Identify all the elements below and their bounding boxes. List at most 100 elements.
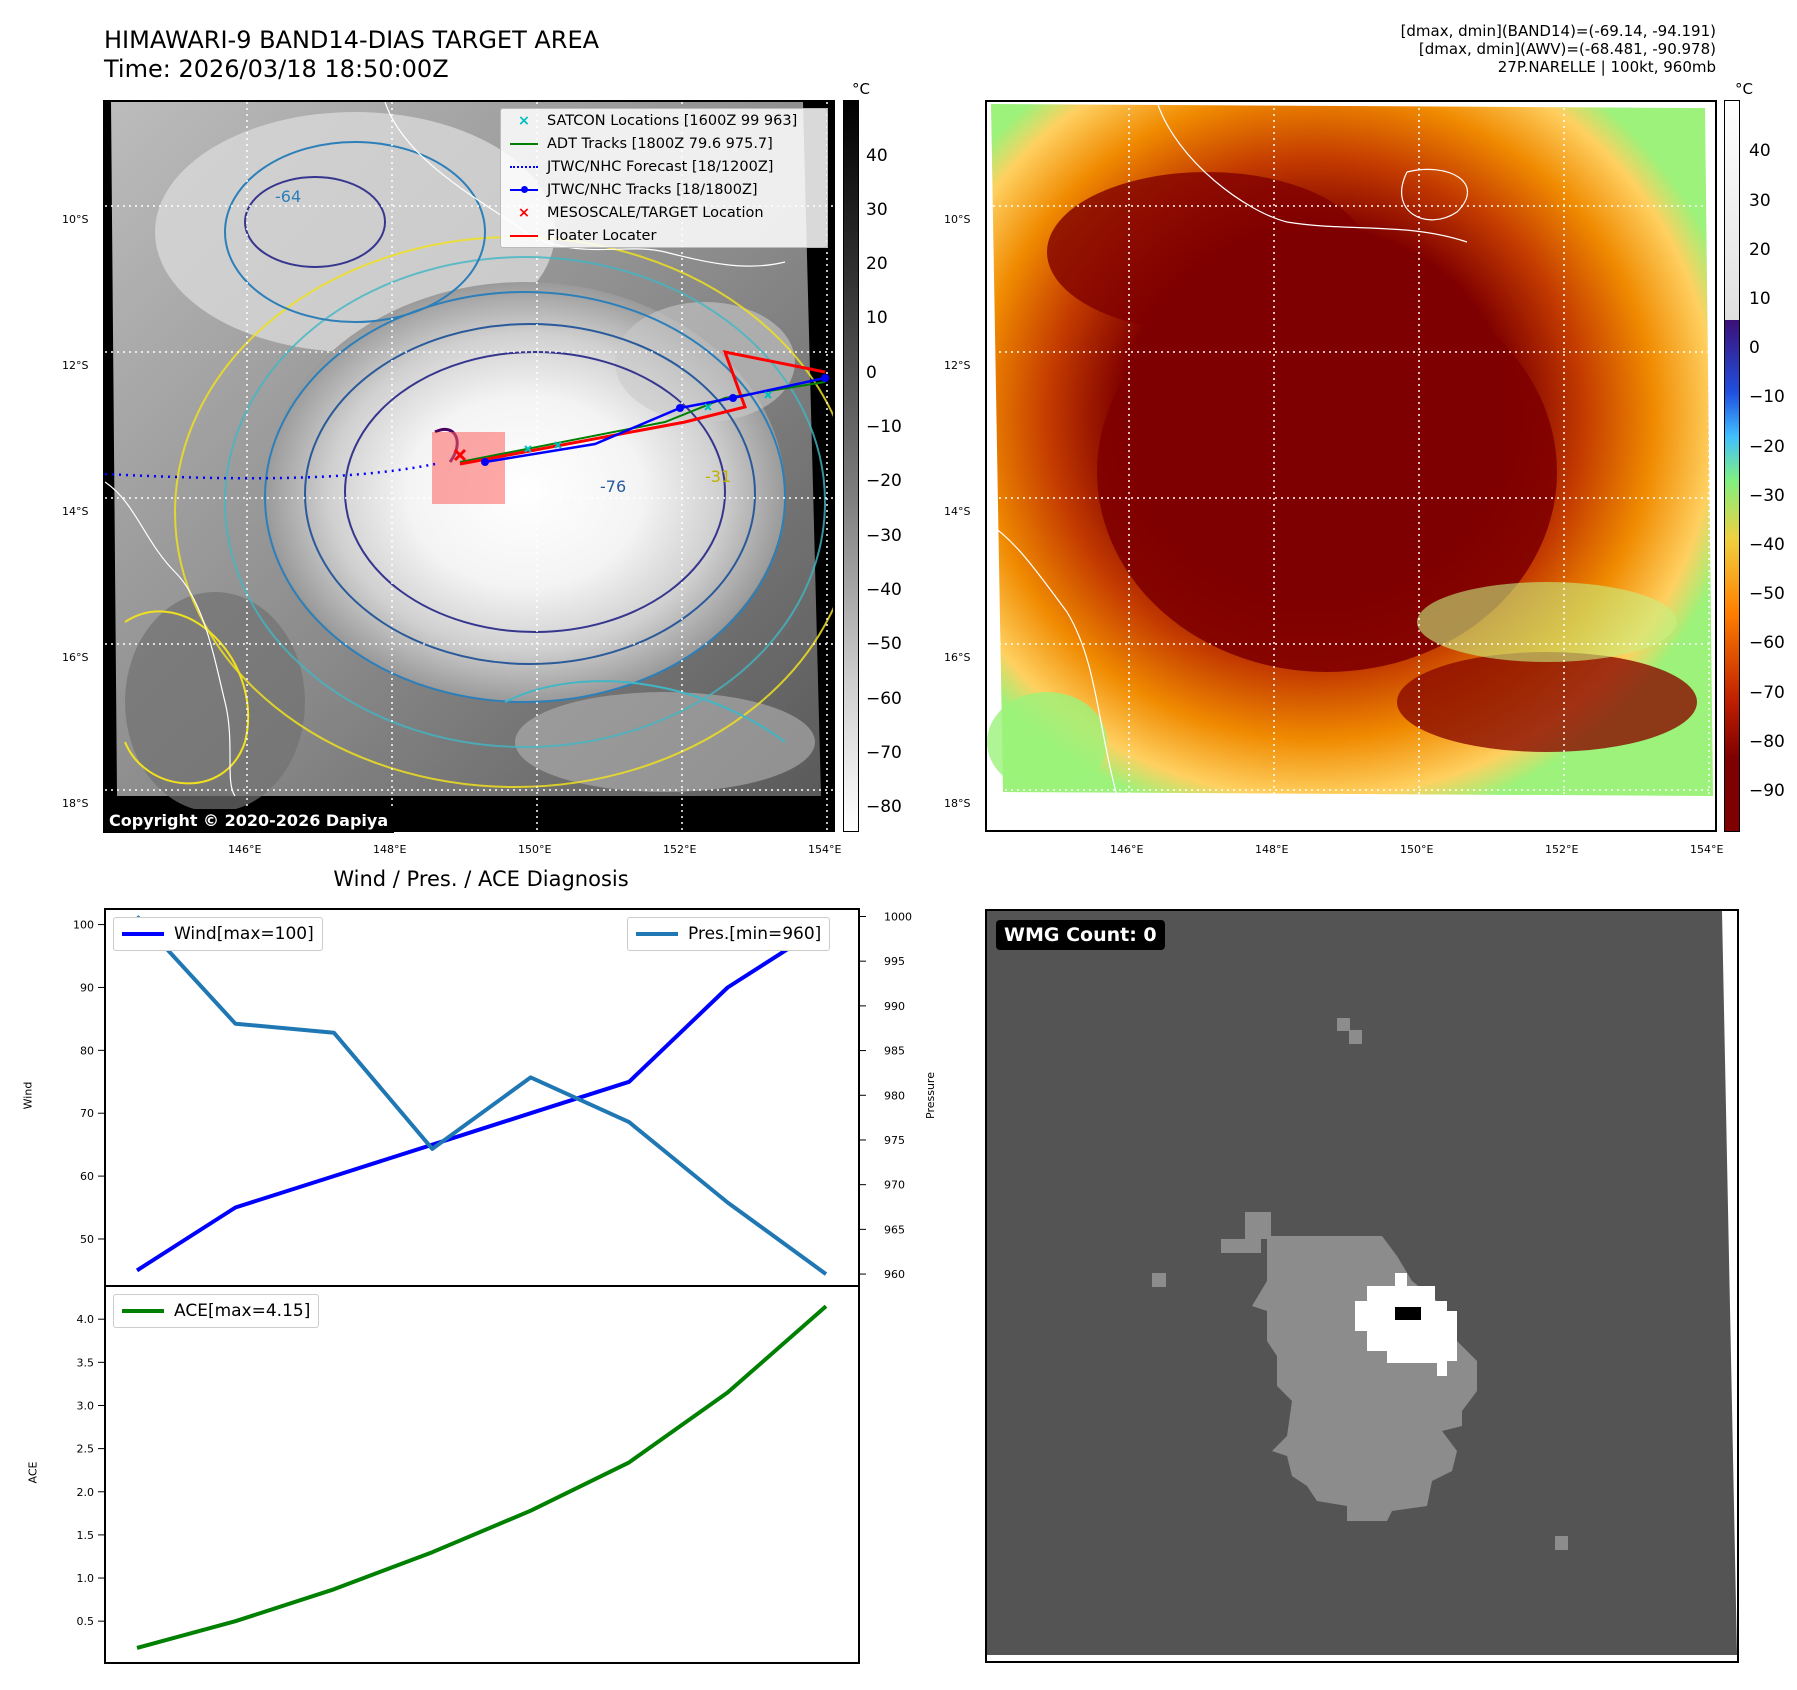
y2-tick-label: 970 <box>884 1179 905 1192</box>
jtwc-forecast-track <box>105 462 436 480</box>
lon-label: 154°E <box>808 843 842 856</box>
pressure-legend: Pres.[min=960] <box>627 917 831 951</box>
lon-label: 146°E <box>1110 843 1144 856</box>
ace-axes <box>104 1285 860 1664</box>
colorbar-tick: −30 <box>866 526 902 546</box>
y-tick-label: 3.0 <box>77 1399 95 1412</box>
wind-pressure-axes <box>104 908 860 1287</box>
y-tick-label: 50 <box>80 1233 94 1246</box>
y-tick-label: 2.5 <box>77 1443 95 1456</box>
legend-jtwc-tracks: JTWC/NHC Tracks [18/1800Z] <box>501 178 827 201</box>
diagnosis-charts: 50 60 70 80 90 100 960 965 970 975 980 985 990 995 100… <box>73 908 912 1664</box>
legend-floater: Floater Locater <box>501 224 827 247</box>
y-tick-label: 80 <box>80 1044 94 1057</box>
colorbar-tick: 10 <box>1749 289 1771 309</box>
colorbar-tick: −40 <box>866 580 902 600</box>
y-tick-label: 4.0 <box>77 1313 95 1326</box>
awv-gridlines <box>987 102 1715 830</box>
y-tick-label: 1.5 <box>77 1529 95 1542</box>
awv-colorbar <box>1724 100 1740 832</box>
wmg-imagery <box>987 911 1737 1661</box>
wind-pressure-plot: 50 60 70 80 90 100 960 965 970 975 980 985 990 995 100… <box>73 910 912 1281</box>
colorbar-tick: −70 <box>866 743 902 763</box>
y-tick-label: 100 <box>73 919 94 932</box>
line-icon <box>509 234 539 237</box>
info-storm: 27P.NARELLE | 100kt, 960mb <box>1497 58 1716 76</box>
line-icon <box>122 932 164 936</box>
lat-label: 10°S <box>944 213 971 226</box>
colorbar-tick: −60 <box>866 689 902 709</box>
map-legend: × SATCON Locations [1600Z 99 963] ADT Tr… <box>500 108 828 248</box>
series-line <box>135 915 828 1276</box>
colorbar-tick: 0 <box>866 363 877 383</box>
diagnosis-title: Wind / Pres. / ACE Diagnosis <box>333 867 629 891</box>
coastline <box>987 521 1118 797</box>
legend-forecast: JTWC/NHC Forecast [18/1200Z] <box>501 155 827 178</box>
y2-tick-label: 980 <box>884 1089 905 1102</box>
lat-label: 16°S <box>62 651 89 664</box>
colorbar-tick: 30 <box>866 200 888 220</box>
colorbar-tick: −20 <box>1749 437 1785 457</box>
colorbar-tick: 20 <box>1749 240 1771 260</box>
y-tick-label: 1.0 <box>77 1572 95 1585</box>
colorbar-tick: −10 <box>1749 387 1785 407</box>
lon-label: 152°E <box>1545 843 1579 856</box>
awv-map <box>985 100 1717 832</box>
wmg-count-badge: WMG Count: 0 <box>996 920 1165 950</box>
y2-tick-label: 990 <box>884 1000 905 1013</box>
legend-satcon: × SATCON Locations [1600Z 99 963] <box>501 109 827 132</box>
wind-axis-label: Wind <box>21 1081 35 1110</box>
colorbar-tick: −80 <box>1749 732 1785 752</box>
satcon-markers <box>524 391 772 453</box>
colorbar-unit: °C <box>1735 80 1753 98</box>
contour-label: -76 <box>600 477 626 496</box>
band14-imagery: -64 -76 -31 <box>105 102 833 830</box>
line-icon <box>122 1309 164 1313</box>
colorbar-unit: °C <box>852 80 870 98</box>
mesoscale-target-box <box>432 432 505 504</box>
lat-label: 14°S <box>944 505 971 518</box>
colorbar-tick: −10 <box>866 417 902 437</box>
info-awv: [dmax, dmin](AWV)=(-68.481, -90.978) <box>1418 40 1716 58</box>
lon-label: 148°E <box>373 843 407 856</box>
band14-colorbar <box>843 100 859 832</box>
legend-mesoscale: × MESOSCALE/TARGET Location <box>501 201 827 224</box>
y-tick-label: 60 <box>80 1170 94 1183</box>
lat-label: 18°S <box>62 797 89 810</box>
figure-time: Time: 2026/03/18 18:50:00Z <box>104 55 449 83</box>
colorbar-tick: 20 <box>866 254 888 274</box>
coastline <box>1156 102 1468 243</box>
y2-tick-label: 965 <box>884 1223 905 1236</box>
wind-legend: Wind[max=100] <box>113 917 323 951</box>
lat-label: 14°S <box>62 505 89 518</box>
y-tick-label: 3.5 <box>77 1356 95 1369</box>
figure-title: HIMAWARI-9 BAND14-DIAS TARGET AREA <box>104 26 600 54</box>
series-line <box>135 922 828 1273</box>
colorbar-tick: 0 <box>1749 338 1760 358</box>
jtwc-track-points <box>481 374 829 466</box>
lon-label: 150°E <box>518 843 552 856</box>
colorbar-tick: −70 <box>1749 683 1785 703</box>
lat-label: 12°S <box>62 359 89 372</box>
colorbar-tick: −50 <box>866 634 902 654</box>
island-outline <box>1401 168 1469 221</box>
colorbar-tick: −20 <box>866 471 902 491</box>
info-band14: [dmax, dmin](BAND14)=(-69.14, -94.191) <box>1400 22 1716 40</box>
ace-plot: 0.5 1.0 1.5 2.0 2.5 3.0 3.5 4.0 <box>77 1304 828 1650</box>
lon-label: 146°E <box>228 843 262 856</box>
copyright-badge: Copyright © 2020-2026 Dapiya <box>103 809 395 833</box>
line-icon <box>509 142 539 145</box>
contour-label: -64 <box>275 187 301 206</box>
colorbar-tick: 40 <box>866 146 888 166</box>
colorbar-tick: −30 <box>1749 486 1785 506</box>
y2-tick-label: 1000 <box>884 910 912 923</box>
y2-tick-label: 975 <box>884 1134 905 1147</box>
coastline <box>384 102 786 267</box>
lon-label: 150°E <box>1400 843 1434 856</box>
target-location-marker <box>453 448 467 462</box>
colorbar-tick: −90 <box>1749 781 1785 801</box>
lat-label: 10°S <box>62 213 89 226</box>
y-tick-label: 70 <box>80 1107 94 1120</box>
lat-label: 12°S <box>944 359 971 372</box>
wmg-panel <box>985 909 1739 1663</box>
